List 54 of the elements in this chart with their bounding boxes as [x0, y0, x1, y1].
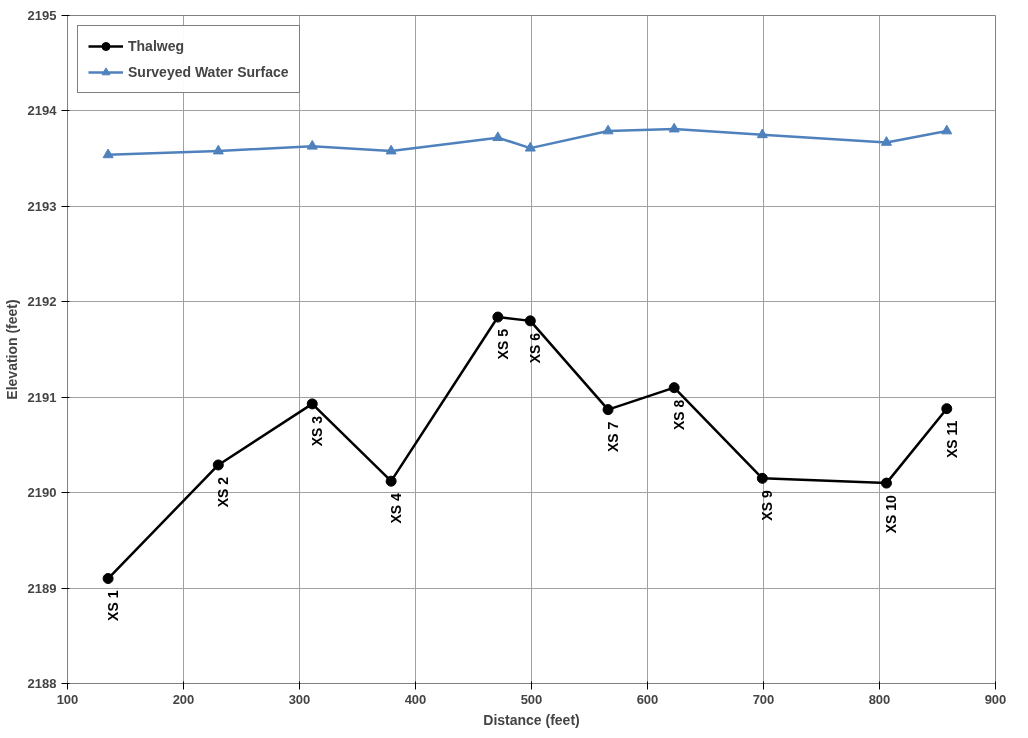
- point: [880, 136, 892, 146]
- point: [212, 459, 224, 471]
- annotation: XS 5: [494, 328, 511, 360]
- point: [941, 403, 953, 415]
- point: [756, 128, 768, 139]
- point: [602, 404, 614, 416]
- y-tick-label: 2194: [27, 103, 58, 119]
- x-tick-label: 300: [288, 691, 311, 707]
- point: [756, 472, 768, 484]
- point: [212, 144, 224, 155]
- annotation: XS 7: [605, 421, 622, 452]
- annotation: XS 2: [215, 476, 232, 508]
- point: [492, 131, 504, 142]
- point: [102, 148, 114, 159]
- annotation: XS 6: [527, 332, 544, 364]
- annotation: XS 3: [309, 415, 326, 447]
- x-axis-title: Distance (feet): [483, 711, 580, 728]
- y-tick-label: 2188: [27, 676, 57, 691]
- x-tick-label: 400: [404, 691, 427, 707]
- y-tick-label: 2192: [27, 294, 57, 310]
- y-tick-label: 2190: [27, 485, 57, 501]
- y-tick-label: 2195: [27, 8, 57, 23]
- annotation: XS 1: [105, 590, 122, 621]
- point: [602, 124, 614, 135]
- y-axis-title: Elevation (feet): [3, 299, 20, 400]
- annotation: XS 11: [943, 420, 960, 459]
- point: [492, 311, 504, 323]
- annotation: XS 8: [671, 399, 688, 431]
- x-tick-label: 800: [868, 691, 891, 707]
- point: [524, 315, 536, 327]
- x-tick-label: 700: [752, 691, 775, 707]
- annotation: XS 4: [388, 492, 405, 524]
- annotation: XS 10: [883, 494, 900, 534]
- point: [102, 573, 114, 585]
- point: [524, 141, 536, 152]
- legend-label: Surveyed Water Surface: [128, 64, 289, 80]
- point: [306, 139, 318, 150]
- x-tick-label: 500: [520, 691, 543, 707]
- legend-label: Thalweg: [128, 38, 185, 54]
- x-tick-label: 900: [984, 691, 1007, 707]
- x-tick-label: 200: [172, 691, 195, 707]
- point: [385, 144, 397, 155]
- y-tick-label: 2189: [27, 580, 57, 596]
- y-tick-label: 2193: [27, 198, 57, 214]
- point: [306, 398, 318, 410]
- x-tick-label: 600: [636, 691, 659, 707]
- annotation: XS 9: [759, 490, 776, 521]
- point: [668, 382, 680, 394]
- x-tick-label: 100: [56, 691, 79, 707]
- point: [880, 477, 892, 489]
- point: [385, 475, 397, 487]
- y-tick-label: 2191: [27, 389, 57, 405]
- point: [941, 124, 953, 135]
- point: [668, 122, 680, 133]
